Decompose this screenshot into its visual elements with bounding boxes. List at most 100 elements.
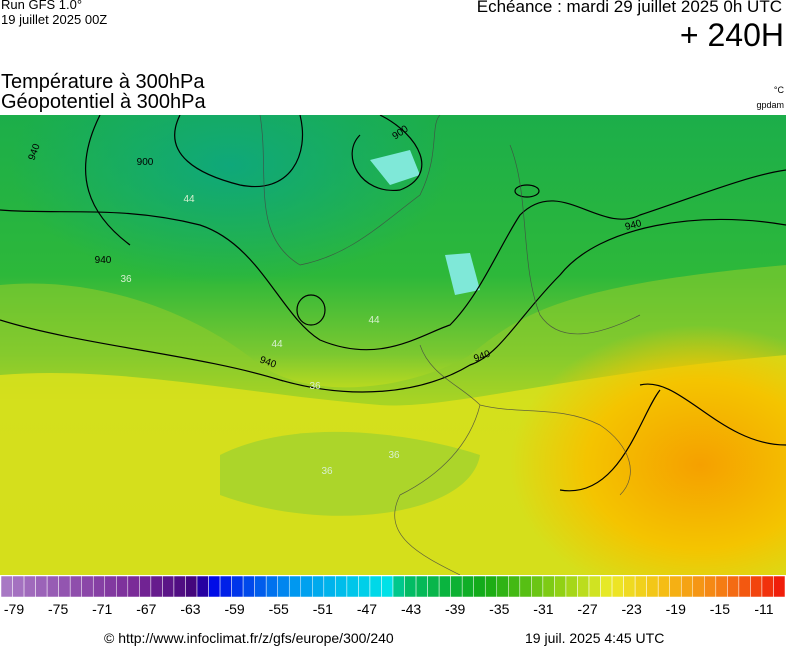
colorbar-label: -71 [92,601,112,617]
unit-temperature: °C [773,85,784,95]
source-url: © http://www.infoclimat.fr/z/gfs/europe/… [104,630,394,646]
colorbar-swatch [623,575,636,598]
colorbar-swatch [565,575,578,598]
geopotential-label: 940 [95,255,112,266]
colorbar-swatch [58,575,71,598]
colorbar-swatch [519,575,532,598]
temperature-label: 36 [388,450,400,461]
colorbar-swatch [473,575,486,598]
field [445,253,480,295]
colorbar-swatch [346,575,359,598]
colorbar-swatch [634,575,647,598]
colorbar-swatch [139,575,152,598]
colorbar-swatch [727,575,740,598]
colorbar-swatch [704,575,717,598]
colorbar-swatch [185,575,198,598]
colorbar-swatch [750,575,763,598]
field [10,115,450,285]
colorbar-swatch [69,575,82,598]
unit-geopotential: gpdam [756,100,784,110]
contour [559,383,786,492]
colorbar-swatch [277,575,290,598]
colorbar-swatch [680,575,694,598]
temperature-label: 36 [309,381,321,392]
colorbar-label: -27 [577,601,597,617]
colorbar-swatch [0,575,13,598]
colorbar-swatch [692,575,705,598]
colorbar-swatch [738,575,751,598]
colorbar-swatch [600,575,613,598]
colorbar-swatch [116,575,129,598]
contour [0,218,786,393]
colorbar-swatch [554,575,567,598]
colorbar-swatch [588,575,601,598]
coastline [509,144,641,335]
colorbar-swatch [657,575,670,598]
colorbar-swatch [23,575,36,598]
colorbar-label: -47 [357,601,377,617]
colorbar-label: -19 [666,601,686,617]
title-temperature: Température à 300hPa [1,71,205,93]
colorbar-swatch [35,575,48,598]
contour [351,115,423,191]
colorbar-label: -11 [754,601,773,617]
colorbar-label: -59 [224,601,244,617]
colorbar-swatch [369,575,382,598]
colorbar-swatch [773,575,786,598]
colorbar-label: -51 [313,601,333,617]
colorbar-swatch [335,575,348,598]
colorbar-swatch [542,575,555,598]
contour [514,184,540,198]
contour [85,115,304,246]
colorbar-swatch [323,575,336,598]
colorbar-swatch [438,575,451,598]
geopotential-label: 940 [624,218,643,233]
colorbar-swatch [104,575,117,598]
colorbar-swatch [219,575,232,598]
colorbar-swatch [611,575,624,598]
colorbar-swatch [646,575,659,598]
colorbar-label: -67 [136,601,156,617]
colorbar-swatch [715,575,728,598]
colorbar-swatch [288,575,302,598]
colorbar-swatch [381,575,394,598]
colorbar-swatch [300,575,313,598]
colorbar-label: -43 [401,601,421,617]
temperature-label: 36 [120,274,132,285]
temperature-label: 44 [183,194,195,205]
valid-time: Echéance : mardi 29 juillet 2025 0h UTC [476,0,782,16]
field [220,431,480,516]
colorbar-label: -79 [4,601,24,617]
temperature-label: 36 [321,466,333,477]
colorbar-swatch [577,575,590,598]
contour [0,169,786,351]
geopotential-label: 900 [137,157,154,168]
colorbar-swatch [404,575,417,598]
colorbar-swatch [46,575,59,598]
lead-time: + 240H [679,17,784,53]
colorbar-swatch [496,575,509,598]
temperature-label: 44 [368,315,380,326]
colorbar-label: -75 [48,601,68,617]
colorbar-swatch [242,575,255,598]
colorbar-swatch [358,575,371,598]
colorbar-swatch [761,575,774,598]
colorbar-swatch [508,575,521,598]
colorbar-swatch [531,575,544,598]
run-date: 19 juillet 2025 00Z [1,12,108,27]
colorbar-swatch [162,575,175,598]
temperature-label: 44 [271,339,283,350]
field [370,150,420,185]
colorbar-swatch [81,575,94,598]
title-geopotential: Géopotentiel à 300hPa [1,91,206,113]
colorbar-swatch [173,575,186,598]
colorbar-swatch [254,575,267,598]
coastline [259,115,441,266]
contour [296,294,326,326]
colorbar-swatch [669,575,682,598]
colorbar-swatch [127,575,140,598]
colorbar: -79 -75 -71 -67 -63 -59 -55 -51 -47 -43 -39 -35 -31 -… [0,575,786,617]
colorbar-swatch [231,575,244,598]
